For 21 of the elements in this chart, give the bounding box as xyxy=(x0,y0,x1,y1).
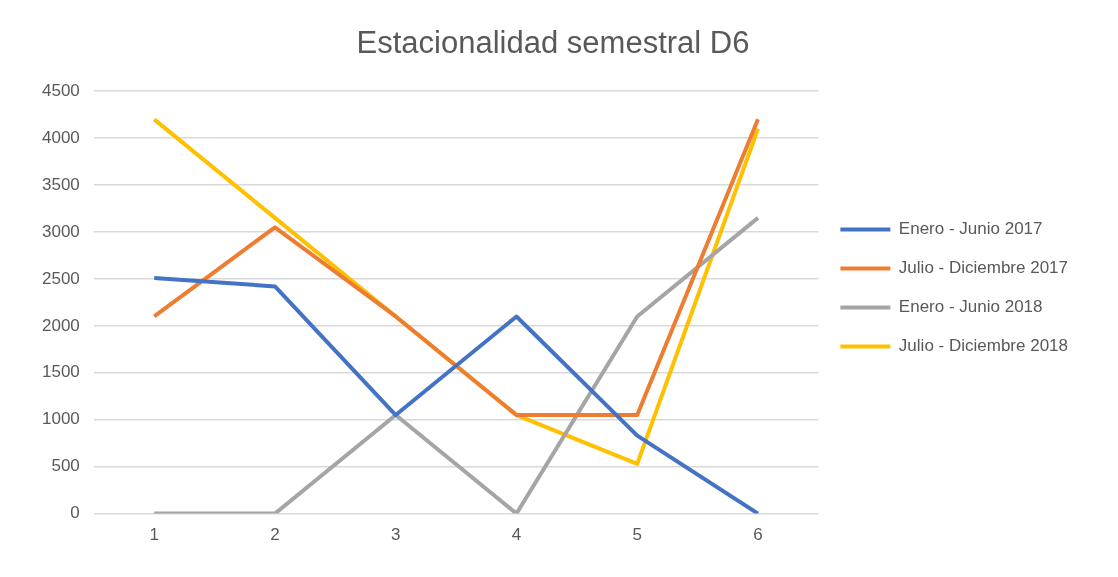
y-tick-label: 1000 xyxy=(41,409,80,429)
y-tick-label: 3000 xyxy=(41,221,80,241)
x-tick-label: 5 xyxy=(632,525,642,545)
legend-label: Enero - Junio 2017 xyxy=(898,219,1043,239)
y-tick-label: 2000 xyxy=(41,315,80,335)
legend-label: Julio - Diciembre 2017 xyxy=(898,258,1069,278)
y-tick-label: 3500 xyxy=(41,174,80,194)
x-tick-label: 3 xyxy=(390,525,401,545)
legend-label: Julio - Diciembre 2018 xyxy=(898,336,1069,356)
x-tick-label: 2 xyxy=(270,525,280,545)
y-tick-label: 1500 xyxy=(41,362,80,382)
y-tick-label: 0 xyxy=(70,503,80,523)
legend-label: Enero - Junio 2018 xyxy=(898,297,1043,317)
y-tick-label: 4500 xyxy=(41,80,80,100)
y-tick-label: 2500 xyxy=(41,268,80,288)
y-tick-label: 4000 xyxy=(41,127,80,147)
x-tick-label: 6 xyxy=(753,525,763,545)
chart-title: Estacionalidad semestral D6 xyxy=(356,25,750,61)
y-tick-label: 500 xyxy=(51,456,80,476)
x-tick-label: 1 xyxy=(149,525,159,545)
x-tick-label: 4 xyxy=(511,525,522,545)
